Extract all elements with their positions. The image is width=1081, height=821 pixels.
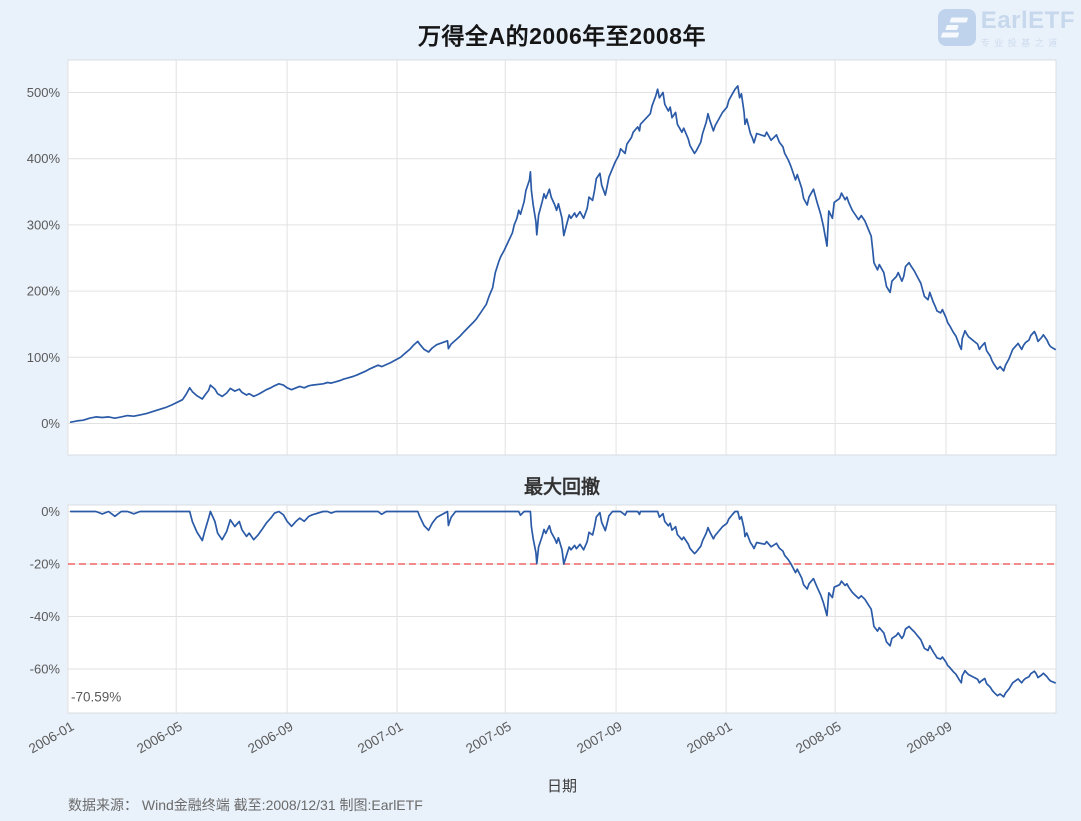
y-tick-label: 100% — [27, 350, 61, 365]
y-tick-label: 200% — [27, 284, 61, 299]
y-tick-label: 400% — [27, 151, 61, 166]
brand-logo: EarlETF 专业投基之道 — [937, 9, 1075, 49]
y-tick-label: -60% — [30, 662, 61, 677]
x-tick-label: 2008-01 — [684, 719, 734, 757]
cumulative-return-chart: 0% 100% 200% 300% 400% 500% — [27, 59, 1057, 456]
x-tick-label: 2006-01 — [26, 719, 76, 757]
x-tick-label: 2007-01 — [355, 719, 405, 757]
y-tick-label: -20% — [30, 557, 61, 572]
page-title: 万得全A的2006年至2008年 — [418, 23, 706, 49]
drawdown-line — [69, 510, 1056, 698]
x-tick-label: 2007-05 — [463, 719, 513, 757]
x-tick-label: 2006-09 — [245, 719, 295, 757]
footer-note: 数据来源： Wind金融终端 截至:2008/12/31 制图:EarlETF — [68, 797, 423, 813]
lightning-e-icon — [940, 17, 968, 38]
drawdown-chart: 0% -20% -40% -60% -70.59% — [30, 504, 1057, 714]
y-tick-label: 500% — [27, 85, 61, 100]
brand-tagline: 专业投基之道 — [980, 38, 1062, 48]
brand-text-block: EarlETF 专业投基之道 — [981, 9, 1075, 49]
y-tick-label: 0% — [41, 416, 60, 431]
brand-name: EarlETF — [980, 7, 1075, 34]
x-tick-label: 2008-05 — [793, 719, 843, 757]
plot-background — [67, 504, 1057, 714]
drawdown-min-annotation: -70.59% — [71, 689, 121, 704]
return-line — [69, 85, 1056, 424]
plot-background — [67, 59, 1057, 456]
drawdown-subtitle: 最大回撤 — [523, 477, 600, 498]
x-tick-label: 2007-09 — [574, 719, 624, 757]
y-tick-label: -40% — [30, 609, 61, 624]
x-tick-label: 2006-05 — [134, 719, 184, 757]
x-tick-label: 2008-09 — [904, 719, 954, 757]
x-axis-tick-labels: 2006-01 2006-05 2006-09 2007-01 2007-05 2007-… — [26, 719, 954, 757]
earletf-logo-icon — [937, 9, 976, 46]
y-tick-label: 0% — [41, 504, 60, 519]
y-tick-label: 300% — [27, 217, 61, 232]
x-axis-title: 日期 — [546, 778, 577, 795]
